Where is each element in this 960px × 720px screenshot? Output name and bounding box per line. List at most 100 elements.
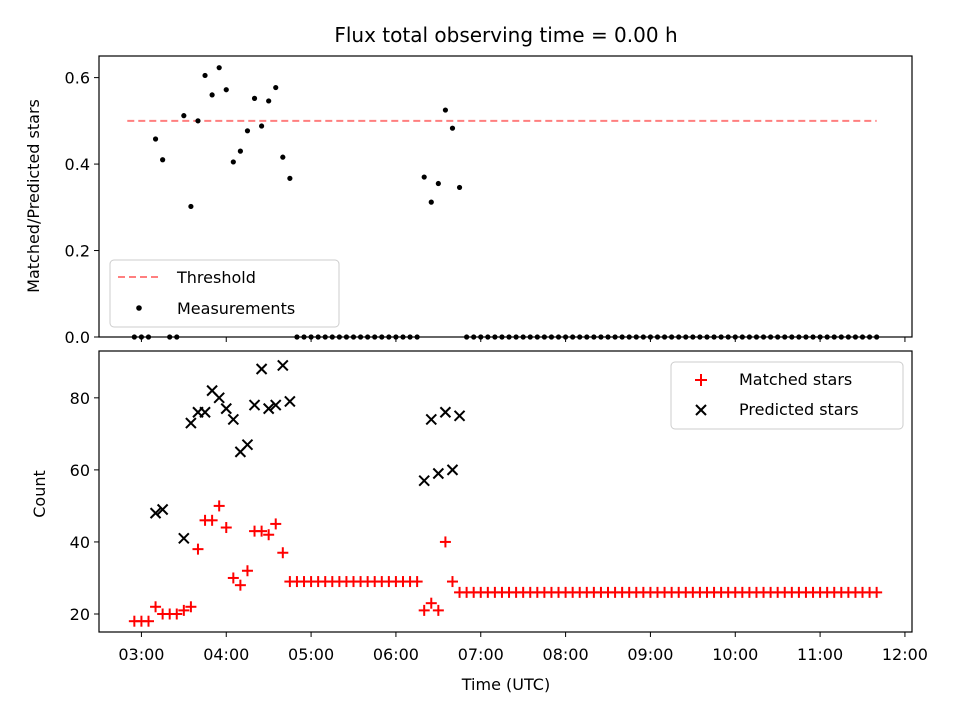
predicted-star-point [432,467,445,480]
measurement-point [456,184,463,191]
predicted-star-point [149,507,162,519]
matched-star-point [871,586,883,598]
matched-star-point [241,565,253,577]
top-plot-frame [98,55,913,338]
legend-measurements-label: Measurements [177,299,295,318]
measurement-point [216,65,222,71]
matched-star-point [263,529,275,541]
measurement-point [209,92,215,98]
x-tick-label: 10:00 [712,645,758,664]
matched-star-point [256,525,268,537]
predicted-star-point [439,406,452,418]
y-tick-label: 20 [70,605,90,624]
y-tick-label: 0.2 [65,242,90,261]
y-tick-label: 80 [70,389,90,408]
bottom-y-axis-label: Count [30,470,49,518]
x-tick-label: 09:00 [627,645,673,664]
measurement-point [230,159,236,165]
measurement-point [273,84,279,91]
bottom-legend: Matched stars Predicted stars [670,361,904,430]
chart-title: Flux total observing time = 0.00 h [334,23,677,47]
y-tick-label: 0.6 [65,69,90,88]
predicted-star-point [284,395,296,408]
measurement-point [223,87,229,93]
measurement-point [181,113,187,119]
predicted-star-point [241,438,254,451]
predicted-star-point [270,399,282,411]
predicted-star-point [248,399,261,411]
matched-star-point [234,579,246,591]
bottom-y-ticks: 20 40 60 80 [70,389,99,624]
top-plot: 0.0 0.2 0.4 0.6 Matched/Predicted stars Thr… [24,55,913,347]
bottom-plot-frame [98,350,913,633]
predicted-star-point [277,359,289,372]
measurement-point [251,95,258,101]
matched-star-point [220,522,232,534]
legend-matched-swatch [695,374,707,386]
measurement-point [195,118,201,124]
top-x-ticks [140,337,906,342]
bottom-plot-marks [128,359,883,627]
matched-star-point [142,615,154,627]
matched-star-point [411,576,423,588]
predicted-star-point [156,503,169,516]
measurement-point [435,180,441,187]
x-tick-label: 06:00 [373,645,419,664]
legend-matched-label: Matched stars [739,370,852,389]
matched-star-point [213,500,225,512]
matched-star-point [178,604,190,616]
legend-measurements-swatch [136,305,142,311]
legend-predicted-swatch [695,404,707,416]
measurement-point [442,107,449,113]
predicted-star-point [453,410,466,422]
measurement-point [259,123,265,129]
matched-star-point [185,601,197,613]
predicted-star-point [227,413,240,426]
predicted-star-point [446,464,459,476]
matched-star-point [150,601,162,613]
matched-star-point [192,543,204,555]
predicted-star-point [425,413,437,426]
matched-star-point [418,604,430,616]
predicted-star-point [199,406,211,418]
top-y-ticks: 0.0 0.2 0.4 0.6 [65,69,99,347]
measurement-point [280,154,286,160]
bottom-legend-box [670,361,904,430]
top-y-axis-label: Matched/Predicted stars [24,99,43,293]
y-tick-label: 0.0 [65,328,90,347]
measurement-point [202,72,208,79]
x-axis-label: Time (UTC) [461,675,550,694]
measurement-point [244,128,251,134]
x-tick-label: 08:00 [543,645,589,664]
predicted-star-point [418,474,430,487]
top-legend-box [109,259,340,328]
measurement-point [160,157,166,163]
predicted-star-point [213,392,225,404]
measurement-point [287,175,293,181]
predicted-star-point [178,532,190,545]
matched-star-point [206,514,218,526]
measurement-point [188,203,194,210]
measurement-point [266,98,272,104]
y-tick-label: 60 [70,461,90,480]
matched-star-point [425,597,437,609]
x-tick-label: 05:00 [288,645,334,664]
measurement-point [421,174,427,180]
x-tick-label: 03:00 [118,645,164,664]
measurement-point [449,125,456,131]
matched-star-point [446,576,458,588]
matched-star-point [227,572,239,584]
predicted-star-point [262,402,275,415]
matched-star-point [277,547,289,559]
predicted-star-point [255,363,268,375]
matched-star-point [171,608,183,620]
y-tick-label: 0.4 [65,155,90,174]
predicted-star-point [185,417,197,429]
matched-star-point [439,536,451,548]
x-tick-label: 11:00 [797,645,843,664]
x-tick-label: 07:00 [458,645,504,664]
predicted-star-point [220,402,232,415]
measurement-point [237,148,243,154]
